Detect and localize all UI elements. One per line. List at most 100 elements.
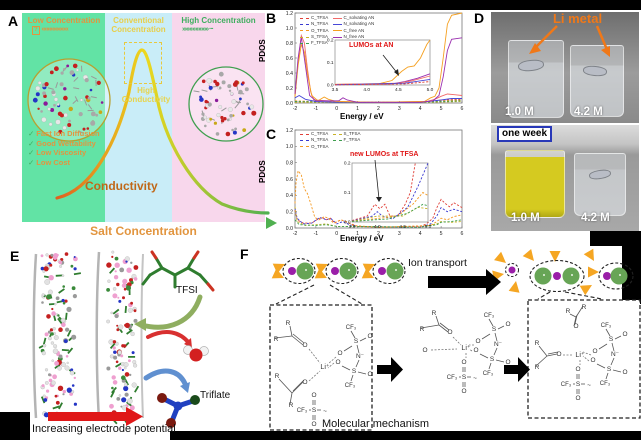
check-icon: ✓ (28, 157, 35, 167)
electrolyte-atom (60, 317, 66, 323)
series-c-tfsa (351, 162, 416, 221)
electrode-edge-line (140, 253, 144, 419)
solvent-stick (58, 402, 63, 410)
y-tick-label: 0.8 (286, 160, 293, 166)
x-tick-label: 3 (398, 231, 401, 237)
electrolyte-atom (53, 335, 59, 341)
electrolyte-atom (116, 397, 121, 401)
electrolyte-atom (57, 385, 64, 391)
molecule-atom (68, 119, 71, 123)
bond (278, 378, 293, 394)
legend-label: N_TFSA (311, 137, 329, 143)
y-tick-label: 1.2 (286, 128, 293, 134)
molecule-bond (77, 130, 84, 134)
legend-swatch (300, 42, 309, 44)
li-metal-arrows (529, 25, 610, 57)
solvent-wedge-icon (549, 251, 561, 262)
molecule-atom (54, 66, 59, 72)
atom-label-o: O (473, 347, 478, 354)
electrolyte-atom (65, 327, 70, 332)
series-o-tfsa (294, 169, 463, 228)
checklist-item: ✓ Low Cost (28, 157, 71, 167)
inset-annotation-arrow (382, 54, 399, 76)
electrolyte-atom (133, 309, 137, 313)
water-release-arrow (146, 330, 191, 345)
atom-label-o: O (505, 359, 510, 366)
molecule-atom (231, 128, 234, 132)
molecule-atom (242, 128, 247, 132)
electrolyte-atom (40, 254, 44, 258)
electrolyte-atom (49, 328, 54, 332)
bond (356, 344, 360, 354)
electrolyte-atom (121, 375, 126, 380)
electrolyte-atom (66, 387, 72, 393)
molecule-atom (48, 122, 53, 127)
electrolyte-atom (114, 256, 119, 261)
atom-label-o: O (311, 392, 316, 399)
atom-label-cf3: CF₃ (561, 382, 572, 388)
low-concentration-symbols: ? ««««««««« (32, 26, 69, 35)
molecule-atom (89, 88, 93, 92)
atom-label-s: S (312, 407, 317, 414)
y-tick-label: 0.4 (286, 193, 293, 199)
x-tick-label: 2 (377, 106, 380, 112)
legend-swatch (332, 139, 342, 141)
electrolyte-atom (64, 252, 69, 256)
electrolyte-atom (51, 311, 56, 316)
electrolyte-atom (48, 373, 51, 377)
solvent-wedge-icon (522, 249, 534, 261)
molecule-atom (57, 111, 63, 117)
molecule-bond (90, 96, 97, 99)
anion-icon (339, 262, 357, 280)
panel-a-graphic (24, 48, 277, 229)
electrolyte-atom (48, 275, 54, 281)
electrolyte-atom (47, 330, 52, 334)
electrolyte-atom (41, 384, 45, 388)
electrolyte-atom (113, 275, 119, 280)
legend-label: S_TFSA (311, 33, 329, 39)
electrolyte-atom (46, 389, 50, 393)
molecule-atom (37, 107, 40, 111)
electrolyte-atom (71, 334, 77, 340)
triflate-molecule (157, 393, 200, 428)
molecule-atom (98, 110, 103, 114)
atom-label-r: R (535, 364, 540, 371)
electrolyte-atom (41, 293, 45, 297)
c-x-axis-title: Energy / eV (340, 234, 384, 243)
bond (488, 318, 494, 327)
bond (547, 351, 559, 355)
y-tick-label: 0.4 (286, 71, 293, 77)
series-c-free-an (334, 39, 431, 85)
molecule-atom (63, 87, 67, 91)
molecule-atom (206, 101, 209, 104)
electrolyte-atom (112, 287, 117, 291)
electrolyte-atom (69, 370, 75, 376)
panel-a-label: A (8, 13, 19, 29)
molecule-atom (62, 125, 67, 130)
atom-label-o: O (367, 371, 372, 378)
inset-x-tick-label: 5.0 (425, 224, 432, 230)
molecule-atom (215, 132, 220, 136)
electrolyte-atom (118, 394, 122, 397)
bond (438, 324, 449, 333)
electrolyte-atom (44, 368, 49, 372)
inset-x-tick-label: 3.5 (332, 87, 339, 93)
polymer-chain-icon: »»»»»»»»» ··· (182, 26, 214, 33)
electrolyte-atom (52, 374, 57, 380)
molecule-atom (86, 127, 90, 130)
molecule-bond (72, 99, 78, 104)
electrolyte-atom (116, 282, 120, 287)
y-tick-label: 0.2 (286, 86, 293, 92)
electrolyte-atom (59, 264, 63, 268)
atom-label-o: O (461, 359, 466, 366)
atom-label-cf3: CF₃ (601, 323, 612, 329)
atom-label-r: R (420, 326, 425, 333)
molecule-atom (208, 85, 213, 90)
electrolyte-atom (40, 266, 45, 271)
bond (357, 371, 367, 375)
molecule-bond (221, 107, 227, 112)
y-tick-label: 1.2 (286, 11, 293, 17)
molecule-atom (218, 105, 223, 109)
